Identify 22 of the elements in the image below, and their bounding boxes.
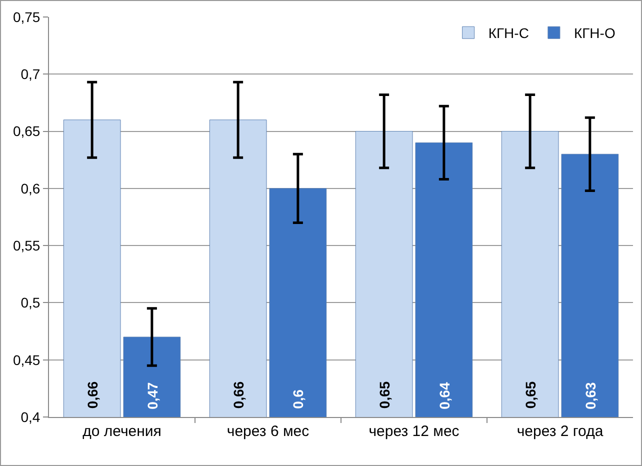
- data-label: 0,66: [84, 381, 101, 409]
- data-label: 0,6: [290, 389, 306, 409]
- legend-label: КГН-С: [488, 25, 529, 42]
- data-label: 0,65: [522, 381, 539, 409]
- x-tick-label: через 12 мес: [368, 423, 460, 440]
- data-label: 0,63: [582, 382, 598, 410]
- y-tick-label: 0,55: [12, 237, 40, 254]
- data-label: 0,47: [144, 382, 160, 410]
- data-label: 0,64: [436, 382, 452, 410]
- legend-label: КГН-О: [574, 25, 616, 42]
- y-tick-label: 0,75: [12, 8, 40, 25]
- x-tick-label: через 6 мес: [226, 423, 310, 440]
- y-tick-label: 0,45: [12, 352, 40, 368]
- y-tick-label: 0,6: [20, 180, 40, 196]
- y-tick-label: 0,4: [20, 408, 40, 425]
- x-tick-label: до лечения: [82, 423, 162, 440]
- x-tick-label: через 2 года: [516, 423, 604, 440]
- y-tick-label: 0,5: [20, 294, 40, 311]
- data-label: 0,65: [376, 381, 393, 409]
- y-tick-label: 0,65: [12, 123, 40, 140]
- y-tick-label: 0,7: [20, 66, 40, 82]
- data-label: 0,66: [230, 381, 247, 409]
